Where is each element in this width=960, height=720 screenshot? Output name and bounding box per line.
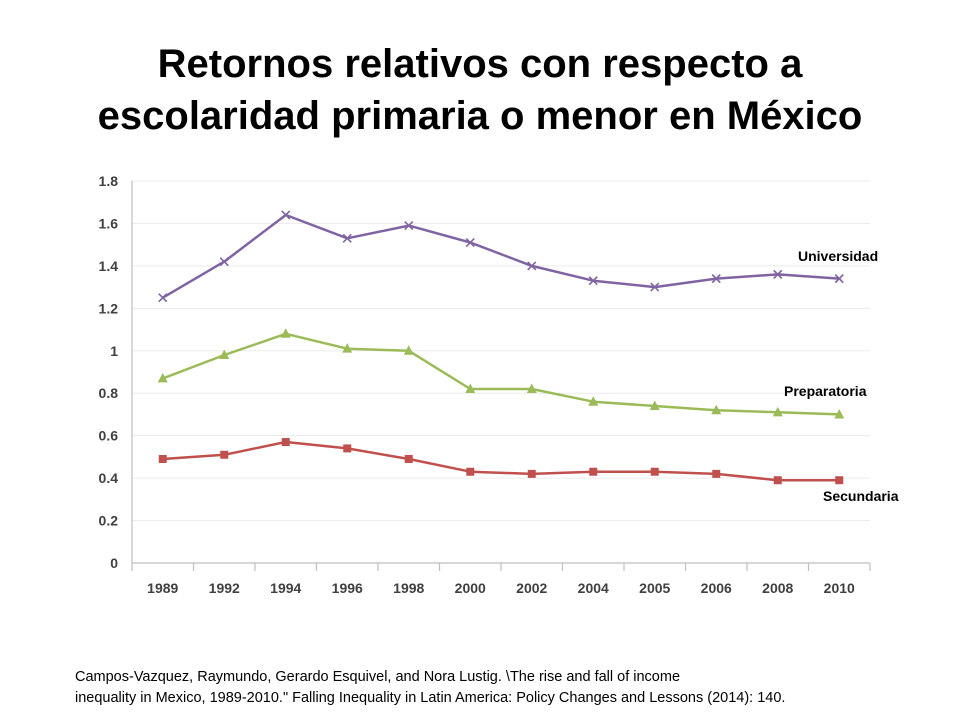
data-point-secundaria xyxy=(281,438,290,447)
data-point-secundaria xyxy=(527,469,536,478)
citation-line-2: inequality in Mexico, 1989-2010." Fallin… xyxy=(75,690,786,706)
x-tick-label: 1998 xyxy=(393,580,424,596)
data-point-secundaria xyxy=(773,476,782,485)
data-point-universidad xyxy=(342,233,352,243)
data-point-preparatoria xyxy=(526,383,537,393)
data-point-universidad xyxy=(527,261,537,271)
x-tick-label: 2010 xyxy=(824,580,855,596)
data-point-preparatoria xyxy=(711,404,722,415)
data-point-universidad xyxy=(465,237,475,248)
data-point-secundaria xyxy=(158,455,167,464)
x-tick-label: 2004 xyxy=(578,580,609,596)
x-tick-label: 1989 xyxy=(147,580,178,596)
data-point-universidad xyxy=(588,276,598,286)
x-tick-label: 2002 xyxy=(516,580,547,596)
data-point-secundaria xyxy=(589,467,598,476)
y-tick-label: 1 xyxy=(110,343,118,359)
data-point-secundaria xyxy=(466,467,475,476)
x-tick-label: 2008 xyxy=(762,580,793,596)
data-point-secundaria xyxy=(343,444,352,453)
series-label-secundaria: Secundaria xyxy=(823,488,899,504)
series-line-universidad xyxy=(162,213,840,299)
citation-line-1: Campos-Vazquez, Raymundo, Gerardo Esquiv… xyxy=(75,669,681,685)
data-point-universidad xyxy=(773,269,783,279)
data-point-preparatoria xyxy=(219,349,230,360)
y-tick-label: 0 xyxy=(110,555,118,571)
data-point-secundaria xyxy=(712,469,721,478)
series-label-universidad: Universidad xyxy=(798,248,878,264)
x-tick-label: 2006 xyxy=(701,580,732,596)
series-label-preparatoria: Preparatoria xyxy=(784,383,867,399)
x-tick-label: 1996 xyxy=(332,580,363,596)
data-point-preparatoria xyxy=(403,345,414,355)
x-tick-label: 2005 xyxy=(639,580,670,596)
y-tick-label: 0.6 xyxy=(99,428,119,444)
chart-title-line-2: escolaridad primaria o menor en México xyxy=(97,94,863,138)
data-point-secundaria xyxy=(220,450,229,459)
y-tick-label: 0.8 xyxy=(99,385,119,401)
y-tick-label: 1.2 xyxy=(99,300,119,316)
series-line-preparatoria xyxy=(162,332,840,416)
data-point-secundaria xyxy=(650,467,659,476)
data-point-universidad xyxy=(711,274,721,284)
data-point-preparatoria xyxy=(834,408,845,419)
data-point-preparatoria xyxy=(465,383,476,393)
data-point-preparatoria xyxy=(157,372,168,383)
citation: Campos-Vazquez, Raymundo, Gerardo Esquiv… xyxy=(75,667,935,709)
chart-title-line-1: Retornos relativos con respecto a xyxy=(157,42,803,86)
data-point-universidad xyxy=(404,221,414,231)
data-point-universidad xyxy=(650,282,660,292)
chart-title: Retornos relativos con respecto a escola… xyxy=(0,38,960,142)
data-point-universidad xyxy=(158,293,168,303)
data-point-universidad xyxy=(834,274,844,284)
data-point-preparatoria xyxy=(588,396,599,406)
y-tick-label: 1.6 xyxy=(99,215,119,231)
series-line-secundaria xyxy=(162,440,840,482)
x-tick-label: 2000 xyxy=(455,580,486,596)
data-point-universidad xyxy=(281,210,291,220)
data-point-preparatoria xyxy=(649,400,660,410)
data-point-preparatoria xyxy=(280,328,291,338)
data-point-universidad xyxy=(219,257,229,267)
y-tick-label: 1.8 xyxy=(99,173,119,189)
y-tick-label: 0.2 xyxy=(99,513,119,529)
data-point-preparatoria xyxy=(342,343,353,353)
y-tick-label: 1.4 xyxy=(99,258,119,274)
y-tick-label: 0.4 xyxy=(99,470,119,486)
x-tick-label: 1994 xyxy=(270,580,301,596)
data-point-secundaria xyxy=(835,476,844,485)
x-tick-label: 1992 xyxy=(209,580,240,596)
data-point-secundaria xyxy=(404,455,413,464)
data-point-preparatoria xyxy=(772,406,783,417)
